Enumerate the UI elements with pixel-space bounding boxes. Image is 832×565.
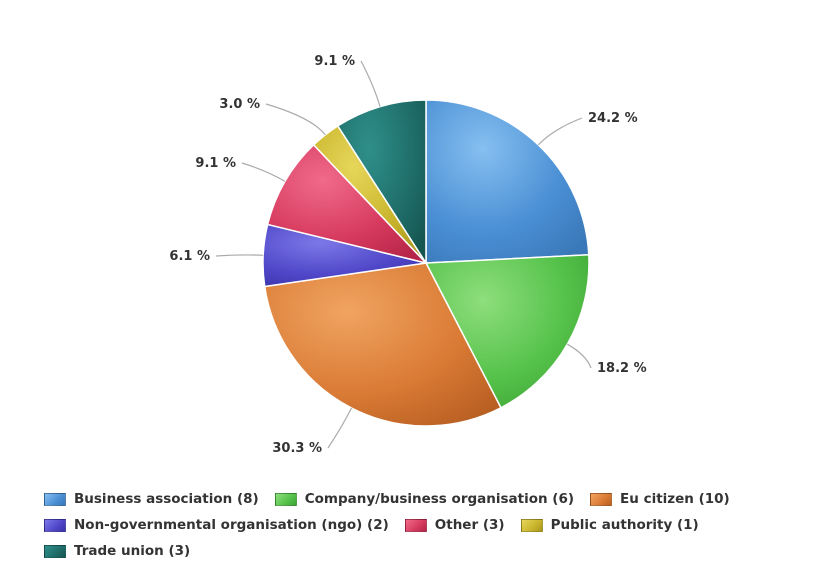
legend-label: Non-governmental organisation (ngo) (2)	[74, 517, 389, 533]
legend-item[interactable]: Trade union (3)	[44, 543, 190, 559]
legend-item[interactable]: Company/business organisation (6)	[274, 491, 575, 507]
legend-label: Other (3)	[434, 517, 505, 533]
pie-chart: 24.2 % 18.2 % 30.3 % 6.1 % 9.1 % 3.0 % 9.1 %	[169, 54, 646, 456]
leader-line-7	[360, 60, 381, 107]
leader-line-3	[327, 407, 353, 449]
legend-item[interactable]: Public authority (1)	[520, 517, 699, 533]
slice-label-7: 9.1 %	[314, 54, 355, 69]
slice-label-3: 30.3 %	[272, 441, 322, 456]
legend-item[interactable]: Other (3)	[404, 517, 505, 533]
leader-line-4	[215, 254, 264, 257]
legend-label: Trade union (3)	[74, 543, 191, 559]
legend-label: Company/business organisation (6)	[304, 491, 575, 507]
pie-slice-7[interactable]	[336, 99, 427, 266]
leader-line-5	[241, 162, 286, 182]
pie-slice-2[interactable]	[424, 254, 590, 409]
legend-swatch	[590, 492, 613, 506]
percent-labels: 24.2 % 18.2 % 30.3 % 6.1 % 9.1 % 3.0 % 9.1 %	[169, 54, 646, 456]
legend: Business association (8) Company/business…	[44, 486, 824, 564]
leader-line-6	[265, 103, 326, 136]
pie-slices	[262, 99, 590, 427]
slice-label-2: 18.2 %	[597, 361, 647, 376]
leader-lines	[215, 60, 592, 449]
slice-label-4: 6.1 %	[169, 249, 210, 264]
legend-swatch	[404, 518, 427, 532]
legend-item[interactable]: Non-governmental organisation (ngo) (2)	[44, 517, 389, 533]
pie-slice-5[interactable]	[266, 143, 429, 265]
pie-slice-1[interactable]	[425, 99, 590, 264]
leader-line-1	[537, 117, 583, 146]
slice-label-6: 3.0 %	[219, 97, 260, 112]
legend-label: Public authority (1)	[550, 517, 699, 533]
legend-label: Business association (8)	[74, 491, 259, 507]
legend-label: Eu citizen (10)	[620, 491, 730, 507]
legend-swatch	[44, 518, 66, 532]
legend-item[interactable]: Eu citizen (10)	[590, 491, 730, 507]
slice-label-5: 9.1 %	[195, 156, 236, 171]
legend-swatch	[44, 544, 66, 558]
legend-row-2: Non-governmental organisation (ngo) (2) O…	[44, 512, 824, 538]
legend-item[interactable]: Business association (8)	[44, 491, 259, 507]
slice-label-1: 24.2 %	[588, 111, 638, 126]
legend-row-1: Business association (8) Company/business…	[44, 486, 824, 512]
legend-row-3: Trade union (3)	[44, 538, 824, 564]
leader-line-2	[567, 343, 592, 369]
legend-swatch	[520, 518, 543, 532]
legend-swatch	[274, 492, 297, 506]
legend-swatch	[44, 492, 66, 506]
